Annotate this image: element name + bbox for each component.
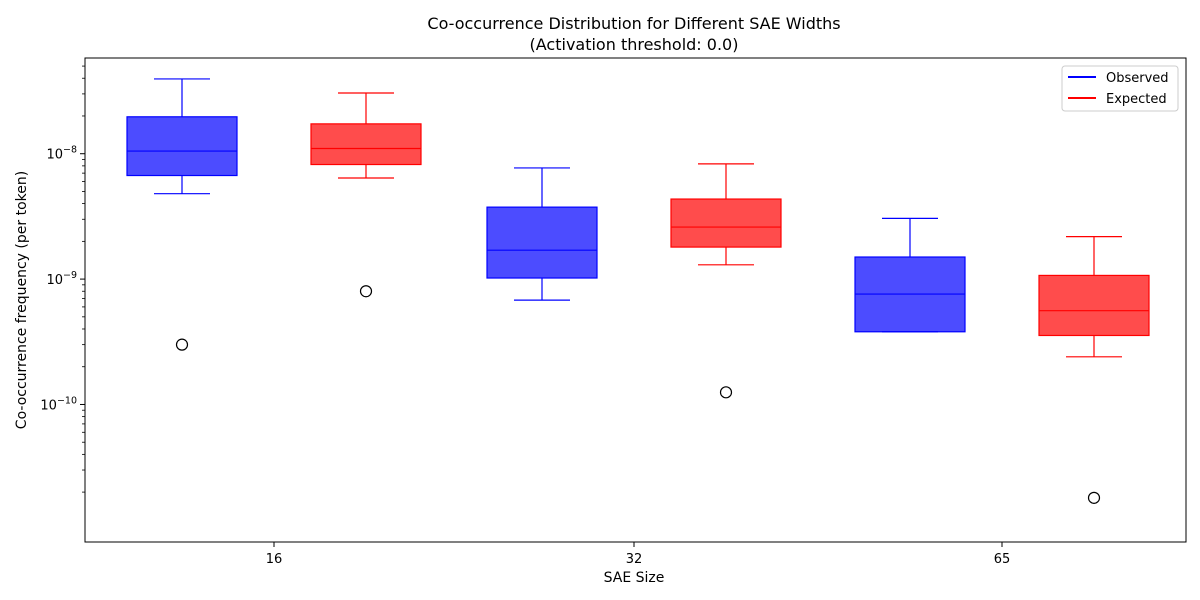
plot-area [126,78,1150,504]
legend-label-expected: Expected [1106,92,1167,107]
box-expected-32 [670,163,782,399]
y-tick-label: 10−8 [46,145,77,163]
legend: Observed Expected [1061,65,1179,112]
outlier-point-observed [175,338,189,351]
box-body-expected [310,123,422,166]
box-body-expected [670,198,782,248]
x-tick-label: 16 [266,552,283,567]
y-axis-ticks: 10−8 10−9 10−10 [40,65,85,493]
outlier-point-expected [1087,491,1101,504]
box-body-observed [486,206,598,279]
box-observed-32 [486,167,598,301]
y-tick-label: 10−10 [40,395,77,413]
y-axis-label: Co-occurrence frequency (per token) [14,171,30,429]
axes-frame [84,57,1187,543]
box-expected-65 [1038,236,1150,504]
box-body-observed [126,116,238,177]
box-observed-65 [854,217,966,333]
chart-title: Co-occurrence Distribution for Different… [427,14,840,33]
x-axis-ticks: 16 32 65 [266,542,1011,567]
chart-subtitle: (Activation threshold: 0.0) [530,35,739,54]
outlier-point-expected [359,285,373,298]
box-body-expected [1038,274,1150,337]
y-tick-label: 10−9 [46,270,77,288]
box-observed-16 [126,78,238,351]
legend-label-observed: Observed [1106,71,1169,86]
box-expected-16 [310,92,422,298]
outlier-point-expected [719,386,733,399]
x-tick-label: 32 [626,552,643,567]
x-axis-label: SAE Size [604,570,665,586]
x-tick-label: 65 [994,552,1011,567]
